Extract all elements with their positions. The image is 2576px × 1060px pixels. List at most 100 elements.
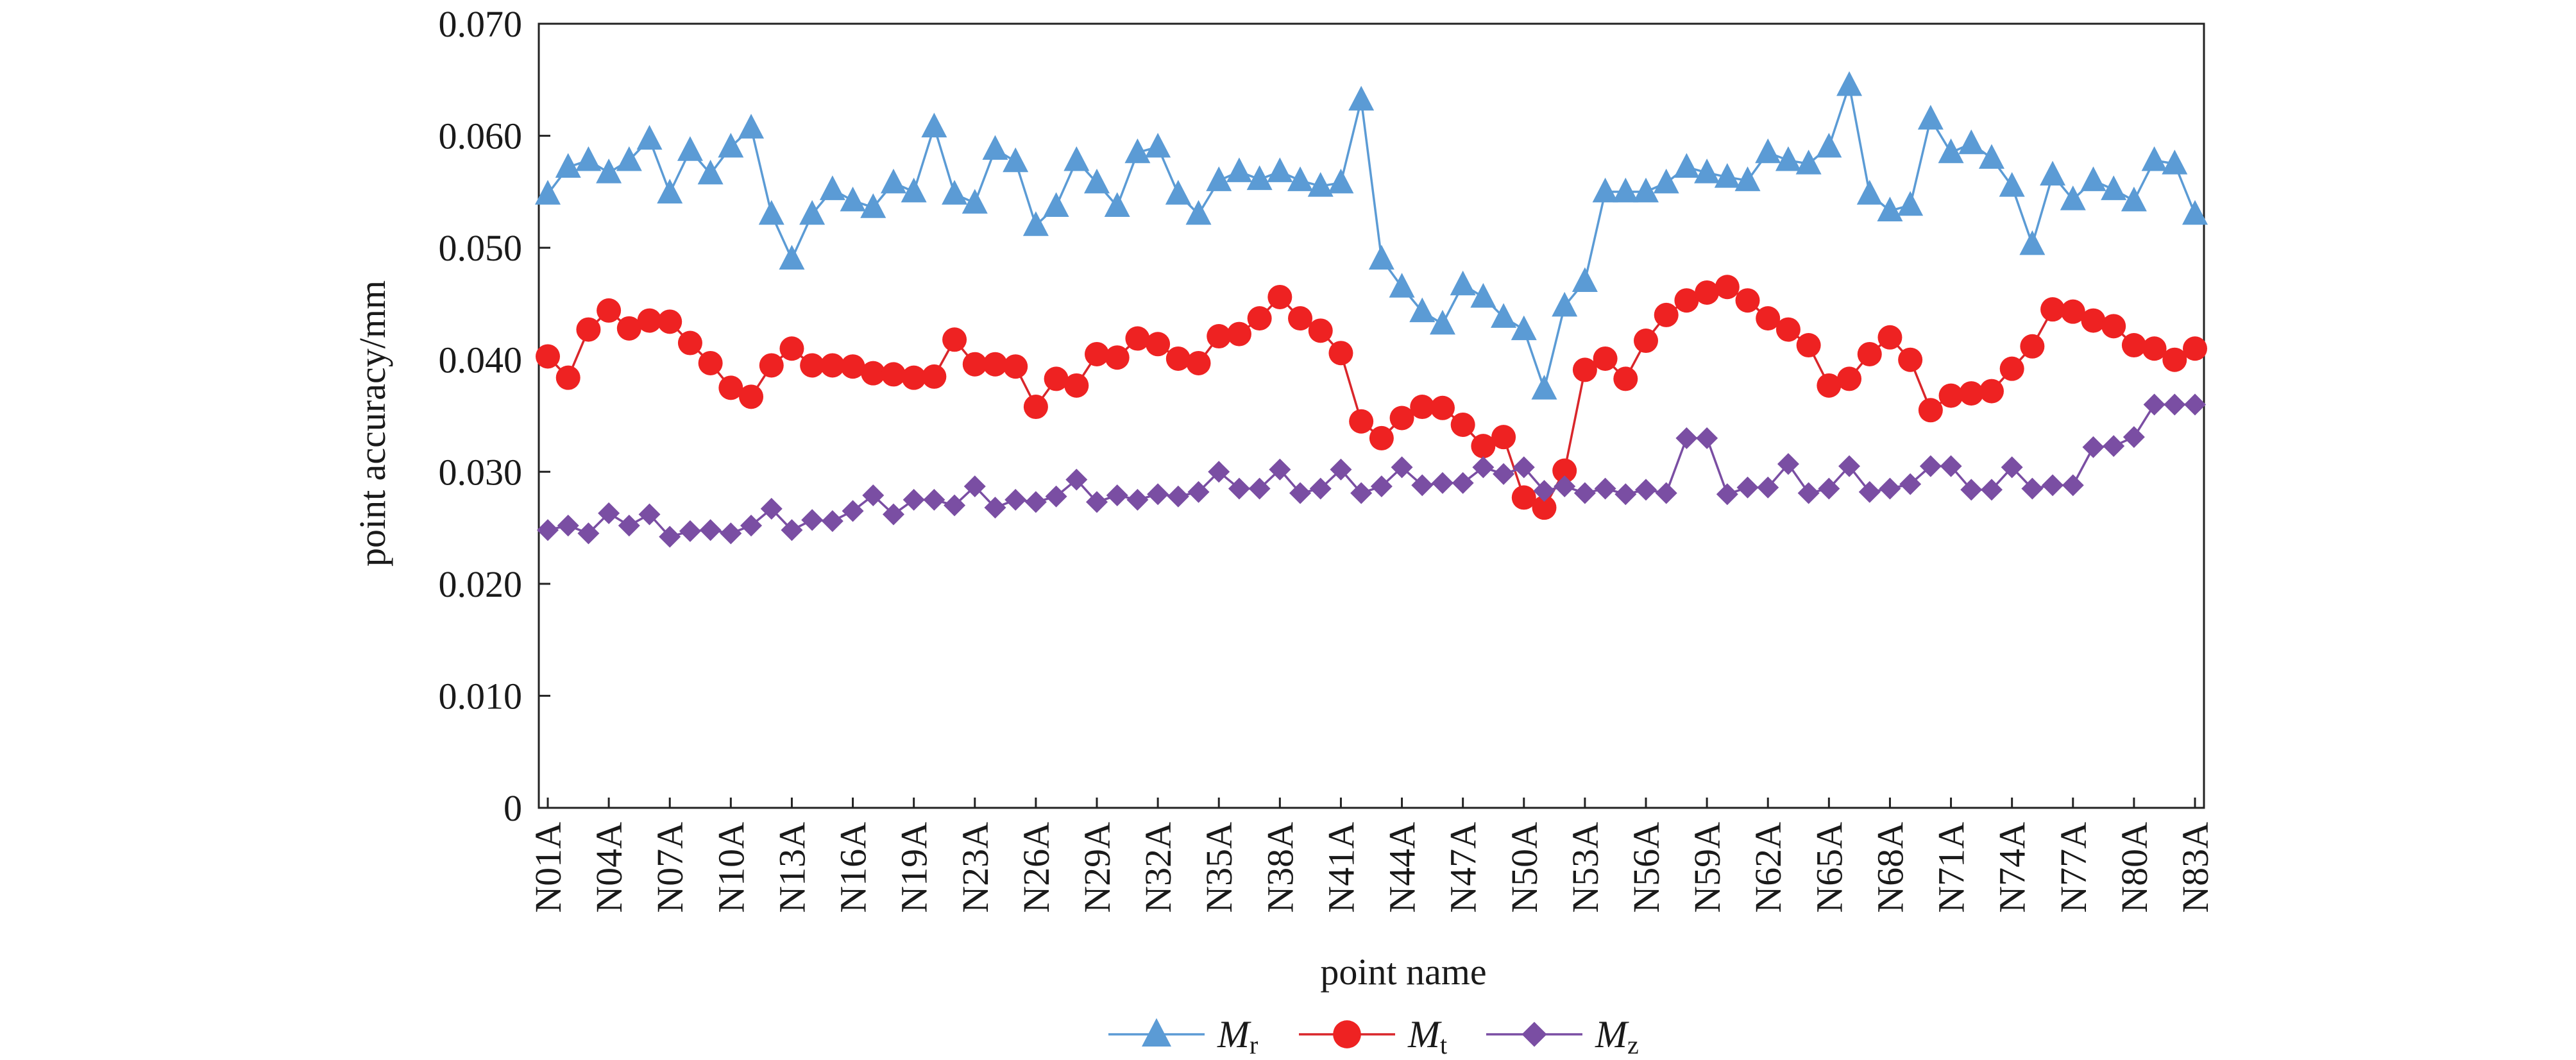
- data-point-r: [596, 158, 622, 184]
- y-tick-label: 0.010: [439, 675, 523, 717]
- data-point-r: [2162, 150, 2188, 175]
- data-point-z: [1940, 455, 1962, 477]
- data-point-t: [1796, 333, 1821, 358]
- data-point-t: [2020, 334, 2045, 359]
- x-tick-label: N04A: [588, 822, 630, 913]
- data-point-t: [820, 353, 845, 378]
- data-point-z: [1533, 479, 1555, 502]
- data-point-r: [535, 180, 561, 205]
- data-point-z: [1147, 483, 1169, 506]
- data-point-t: [1125, 326, 1150, 351]
- data-point-t: [922, 364, 947, 389]
- data-point-z: [1431, 472, 1453, 494]
- data-point-r: [1104, 192, 1130, 218]
- data-point-z: [2042, 474, 2064, 497]
- data-point-t: [2142, 336, 2167, 361]
- x-tick-label: N62A: [1747, 822, 1789, 913]
- data-point-r: [1978, 144, 2004, 169]
- data-point-z: [882, 503, 904, 526]
- data-point-r: [1063, 146, 1090, 171]
- data-point-r: [779, 244, 805, 270]
- y-tick-label: 0.060: [439, 115, 523, 157]
- data-point-t: [1634, 329, 1658, 354]
- data-point-z: [618, 515, 640, 537]
- data-point-r: [1409, 297, 1436, 323]
- x-tick-label: N16A: [833, 822, 874, 913]
- plot-area-border: [538, 22, 2205, 809]
- series-line-r: [547, 85, 2196, 393]
- data-point-r: [738, 114, 765, 139]
- data-point-z: [1980, 479, 2003, 501]
- data-point-r: [1653, 168, 1679, 194]
- data-point-z: [598, 502, 620, 524]
- data-point-z: [1960, 479, 1983, 501]
- data-point-z: [1493, 463, 1515, 485]
- data-point-z: [1269, 458, 1291, 481]
- data-point-z: [1757, 476, 1779, 499]
- data-point-t: [983, 352, 1008, 377]
- y-tick-label: 0.070: [439, 3, 523, 45]
- data-point-t: [637, 308, 662, 333]
- x-tick-label: N23A: [954, 822, 996, 913]
- data-point-r: [1185, 200, 1212, 225]
- data-point-z: [923, 488, 945, 511]
- legend-marker: [1521, 1022, 1547, 1047]
- data-point-r: [2121, 186, 2147, 212]
- data-point-t: [616, 316, 641, 341]
- data-point-r: [697, 159, 724, 185]
- data-point-z: [1838, 455, 1861, 477]
- data-point-r: [840, 186, 866, 212]
- data-point-z: [720, 522, 742, 545]
- data-point-t: [1999, 356, 2024, 381]
- data-point-z: [1899, 473, 1922, 495]
- data-point-t: [1105, 345, 1130, 370]
- data-point-r: [982, 135, 1008, 160]
- data-point-z: [1858, 481, 1881, 503]
- x-tick-label: N19A: [894, 822, 935, 913]
- data-point-t: [1146, 332, 1171, 357]
- data-point-r: [799, 200, 826, 225]
- data-point-t: [1715, 275, 1740, 300]
- data-point-r: [1836, 71, 1863, 96]
- series-r: [535, 71, 2208, 400]
- x-tick-label: N71A: [1931, 822, 1972, 913]
- data-point-r: [636, 124, 663, 150]
- data-point-z: [1004, 488, 1027, 511]
- data-point-z: [1452, 472, 1474, 494]
- data-point-z: [1187, 481, 1210, 503]
- data-point-z: [1472, 456, 1495, 479]
- data-point-t: [1023, 395, 1048, 420]
- data-point-z: [963, 475, 986, 497]
- data-point-t: [2183, 336, 2207, 361]
- data-point-z: [1879, 477, 1901, 500]
- data-point-z: [537, 519, 559, 542]
- data-point-r: [2182, 200, 2208, 225]
- data-point-t: [555, 365, 580, 390]
- data-point-t: [1775, 317, 1801, 342]
- data-point-r: [880, 168, 906, 194]
- data-point-t: [1491, 425, 1516, 450]
- data-point-t: [942, 327, 967, 352]
- data-point-t: [1430, 395, 1455, 420]
- data-point-z: [1675, 427, 1698, 449]
- x-tick-label: N13A: [771, 822, 813, 913]
- data-point-t: [1328, 341, 1353, 366]
- x-axis-title: point name: [1320, 951, 1486, 993]
- data-point-z: [1797, 482, 1820, 504]
- data-point-r: [1613, 177, 1639, 203]
- data-point-t: [597, 298, 622, 323]
- data-point-z: [781, 519, 803, 542]
- x-axis: N01A N04A N07A N10A N13A N16A N19A N23A N26A N29A…: [527, 798, 2216, 913]
- data-point-r: [677, 136, 703, 161]
- data-point-z: [1086, 491, 1108, 513]
- data-point-r: [1552, 291, 1578, 317]
- data-point-r: [1165, 180, 1191, 205]
- data-point-t: [1085, 341, 1109, 366]
- data-point-r: [1795, 150, 1822, 175]
- legend-item-z: Mz: [1486, 1013, 1639, 1059]
- data-point-t: [1857, 341, 1882, 366]
- legend-label: Mz: [1595, 1013, 1639, 1059]
- data-point-r: [1307, 172, 1334, 197]
- y-tick-label: 0.030: [439, 451, 523, 493]
- data-point-t: [1695, 280, 1720, 305]
